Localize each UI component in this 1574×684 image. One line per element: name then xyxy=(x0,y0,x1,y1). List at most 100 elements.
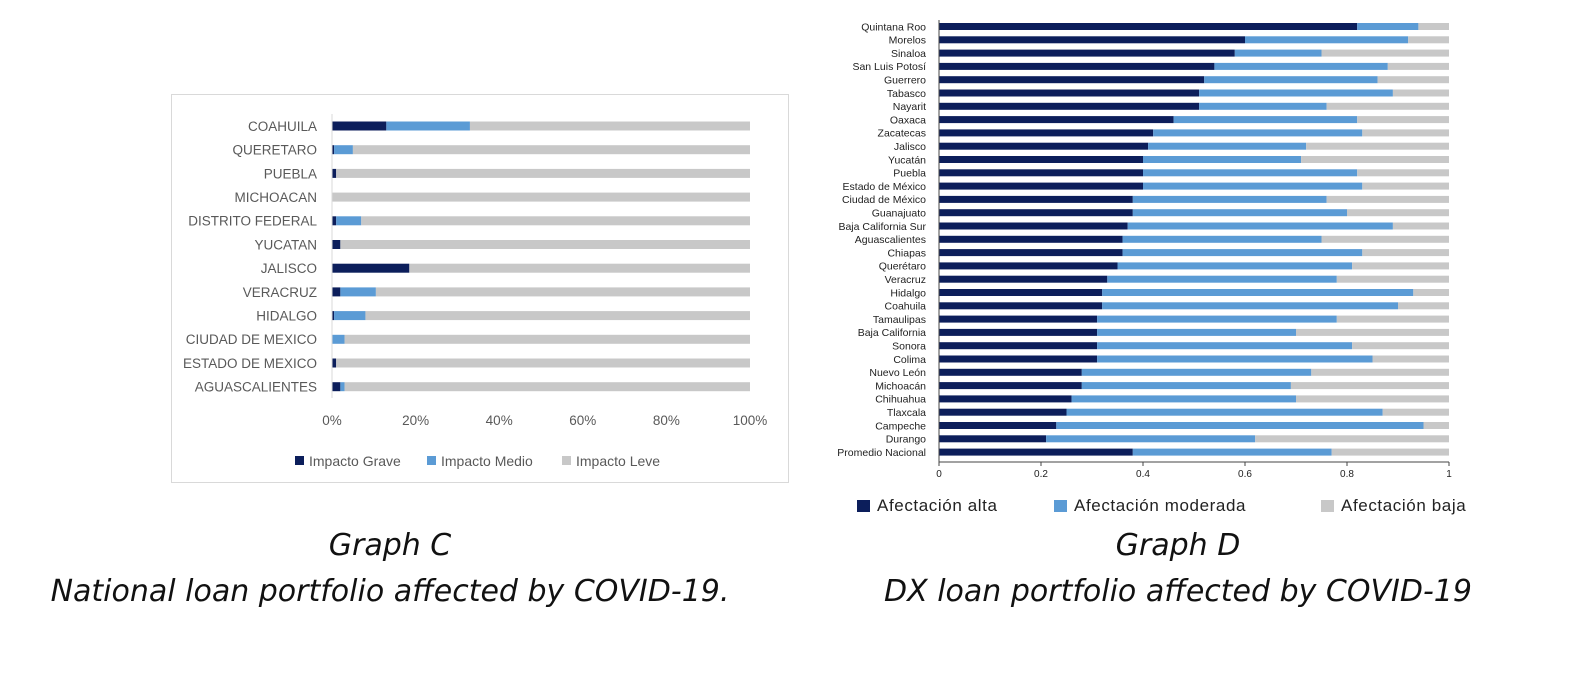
graph-d-bar-estado-de-mexico-afectacion-alta xyxy=(939,182,1143,190)
graph-d-bar-puebla-afectacion-alta xyxy=(939,169,1143,177)
graph-c-bar-jalisco-impacto-leve xyxy=(409,263,750,273)
graph-d-tick-label-0-6: 0.6 xyxy=(1238,469,1252,480)
graph-c-category-label-ciudad-de-mexico: CIUDAD DE MEXICO xyxy=(186,332,317,347)
graph-d-bar-michoacan-afectacion-alta xyxy=(939,382,1082,390)
graph-d-bar-oaxaca-afectacion-moderada xyxy=(1173,116,1358,124)
graph-c-tick-label-40: 40% xyxy=(486,413,513,428)
graph-d-bar-colima-afectacion-baja xyxy=(1372,355,1449,363)
graph-d-bar-baja-california-afectacion-baja xyxy=(1296,328,1449,336)
graph-d-bar-baja-california-sur-afectacion-baja xyxy=(1392,222,1449,230)
graph-d-category-label-jalisco: Jalisco xyxy=(894,141,926,153)
graph-d-tick-label-0: 0 xyxy=(936,469,942,480)
graph-d-bar-guerrero-afectacion-baja xyxy=(1377,76,1449,84)
graph-d-category-label-baja-california-sur: Baja California Sur xyxy=(838,221,926,233)
graph-c-bar-yucatan-impacto-leve xyxy=(340,240,750,249)
graph-d-bar-zacatecas-afectacion-moderada xyxy=(1153,129,1363,137)
graph-d-category-label-zacatecas: Zacatecas xyxy=(878,128,926,140)
graph-c-legend: Impacto Grave Impacto Medio Impacto Leve xyxy=(295,453,660,469)
graph-c-bar-veracruz-impacto-grave xyxy=(332,287,341,297)
graph-d-bar-durango-afectacion-alta xyxy=(939,435,1047,443)
graph-d-category-label-morelos: Morelos xyxy=(889,35,926,47)
graph-d-bar-ciudad-de-mexico-afectacion-moderada xyxy=(1132,195,1327,203)
graph-d-category-label-queretaro: Querétaro xyxy=(879,261,926,273)
graph-d-bar-zacatecas-afectacion-alta xyxy=(939,129,1154,137)
legend-swatch-impacto-leve xyxy=(562,456,571,465)
graph-d-bar-morelos-afectacion-baja xyxy=(1408,36,1449,44)
graph-d-bar-coahuila-afectacion-baja xyxy=(1398,302,1449,310)
graph-d-bar-estado-de-mexico-afectacion-moderada xyxy=(1143,182,1363,190)
graph-d-legend: Afectación alta Afectación moderada Afec… xyxy=(857,496,1466,515)
graph-d-bar-veracruz-afectacion-baja xyxy=(1336,275,1449,283)
graph-d-bar-tamaulipas-afectacion-baja xyxy=(1336,315,1449,323)
graph-d-bar-jalisco-afectacion-alta xyxy=(939,142,1149,150)
graph-d-bar-queretaro-afectacion-alta xyxy=(939,262,1118,270)
graph-c-tick-label-0: 0% xyxy=(322,413,342,428)
graph-c-tick-label-60: 60% xyxy=(569,413,596,428)
graph-d-bar-nuevo-leon-afectacion-moderada xyxy=(1081,368,1312,376)
graph-c-tick-label-100: 100% xyxy=(733,413,768,428)
legend-swatch-afectacion-baja xyxy=(1321,500,1334,512)
legend-label-impacto-grave: Impacto Grave xyxy=(309,453,401,469)
graph-d-bar-morelos-afectacion-moderada xyxy=(1245,36,1409,44)
graph-d-bar-guanajuato-afectacion-baja xyxy=(1347,209,1449,217)
graph-d-bar-nuevo-leon-afectacion-alta xyxy=(939,368,1082,376)
graph-d-bar-chiapas-afectacion-baja xyxy=(1362,249,1449,257)
graph-d-category-label-durango: Durango xyxy=(886,434,926,446)
graph-d-bar-tamaulipas-afectacion-alta xyxy=(939,315,1098,323)
graph-d-tick-label-0-2: 0.2 xyxy=(1034,469,1048,480)
graph-d-bar-colima-afectacion-moderada xyxy=(1097,355,1373,363)
graph-d-category-label-quintana-roo: Quintana Roo xyxy=(861,21,926,33)
graph-d-bar-guerrero-afectacion-alta xyxy=(939,76,1205,84)
graph-d-bar-nayarit-afectacion-moderada xyxy=(1199,102,1327,110)
graph-d-category-label-san-luis-potosi: San Luis Potosí xyxy=(852,61,926,73)
legend-label-impacto-leve: Impacto Leve xyxy=(576,453,660,469)
graph-d-bar-morelos-afectacion-alta xyxy=(939,36,1245,44)
graph-c-bar-distrito-federal-impacto-leve xyxy=(361,216,750,226)
graph-d-bar-chihuahua-afectacion-moderada xyxy=(1071,395,1296,403)
graph-d-bar-san-luis-potosi-afectacion-moderada xyxy=(1214,62,1388,70)
legend-label-afectacion-moderada: Afectación moderada xyxy=(1074,496,1246,515)
graph-d-bar-estado-de-mexico-afectacion-baja xyxy=(1362,182,1449,190)
graph-d-bar-hidalgo-afectacion-moderada xyxy=(1102,289,1414,296)
graph-c-bar-aguascalientes-impacto-medio xyxy=(340,382,345,392)
graph-d-category-label-promedio-nacional: Promedio Nacional xyxy=(837,447,926,459)
graph-d-bar-sinaloa-afectacion-moderada xyxy=(1234,49,1322,57)
graph-d-category-label-aguascalientes: Aguascalientes xyxy=(855,234,926,246)
graph-d-bar-chihuahua-afectacion-alta xyxy=(939,395,1072,403)
legend-swatch-afectacion-moderada xyxy=(1054,500,1067,512)
graph-d-bar-tlaxcala-afectacion-moderada xyxy=(1066,408,1383,416)
graph-c-bar-coahuila-impacto-leve xyxy=(469,121,750,131)
graph-c-category-label-jalisco: JALISCO xyxy=(261,261,317,276)
graph-d-bar-veracruz-afectacion-alta xyxy=(939,275,1108,283)
graph-d-bar-chihuahua-afectacion-baja xyxy=(1296,395,1449,403)
graph-c-tick-label-80: 80% xyxy=(653,413,680,428)
graph-d-bar-puebla-afectacion-baja xyxy=(1357,169,1449,177)
graph-c-tick-label-20: 20% xyxy=(402,413,429,428)
graph-d-bar-sonora-afectacion-alta xyxy=(939,342,1098,350)
graph-c-bar-queretaro-impacto-grave xyxy=(332,145,335,155)
graph-c-bar-estado-de-mexico-impacto-grave xyxy=(332,358,337,368)
graph-c-bar-ciudad-de-mexico-impacto-medio xyxy=(332,334,345,344)
graph-d-bar-aguascalientes-afectacion-alta xyxy=(939,235,1123,243)
graph-d-category-label-hidalgo: Hidalgo xyxy=(890,287,926,299)
graph-d-bar-queretaro-afectacion-moderada xyxy=(1117,262,1353,270)
graph-c-bar-coahuila-impacto-medio xyxy=(386,121,470,131)
graph-c-category-label-yucatan: YUCATAN xyxy=(254,237,317,252)
graph-c-caption: Graph C National loan portfolio affected… xyxy=(20,523,760,615)
graph-d-bar-promedio-nacional-afectacion-baja xyxy=(1331,448,1449,456)
graph-c-bar-puebla-impacto-leve xyxy=(336,168,750,178)
graph-c-category-label-hidalgo: HIDALGO xyxy=(256,308,317,323)
graph-d-category-label-guerrero: Guerrero xyxy=(884,74,926,86)
legend-swatch-impacto-grave xyxy=(295,456,304,465)
graph-c-category-label-michoacan: MICHOACAN xyxy=(234,190,317,205)
graph-d-bar-durango-afectacion-baja xyxy=(1255,435,1449,443)
graph-d-bar-guerrero-afectacion-moderada xyxy=(1204,76,1378,84)
graph-d-bar-ciudad-de-mexico-afectacion-alta xyxy=(939,195,1133,203)
graph-d-category-label-tamaulipas: Tamaulipas xyxy=(873,314,926,326)
graph-c-bar-distrito-federal-impacto-medio xyxy=(336,216,362,226)
graph-d-bar-oaxaca-afectacion-baja xyxy=(1357,116,1449,124)
graph-c-category-label-aguascalientes: AGUASCALIENTES xyxy=(195,380,317,395)
graph-d-bar-aguascalientes-afectacion-baja xyxy=(1321,235,1449,243)
graph-d-bar-promedio-nacional-afectacion-moderada xyxy=(1132,448,1332,456)
